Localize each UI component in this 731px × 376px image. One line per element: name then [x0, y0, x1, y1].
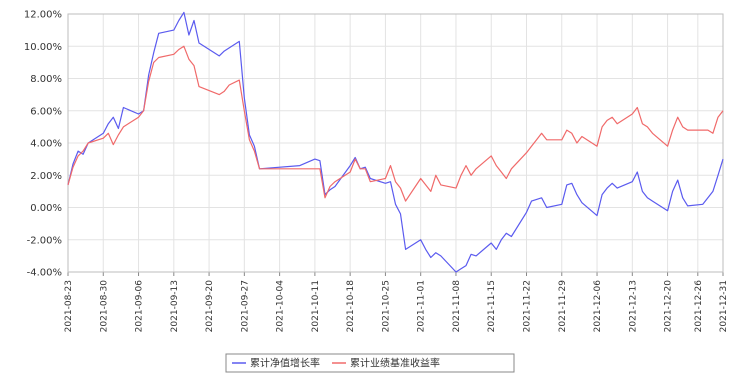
x-tick-label: 2021-12-06 [593, 280, 603, 333]
y-tick-label: -2.00% [27, 235, 62, 246]
legend-label: 累计业绩基准收益率 [350, 357, 440, 370]
x-tick-label: 2021-12-13 [628, 280, 638, 332]
x-tick-label: 2021-12-26 [694, 280, 704, 333]
x-tick-label: 2021-10-25 [381, 280, 391, 332]
legend-box [225, 353, 515, 373]
x-tick-label: 2021-08-23 [64, 280, 74, 332]
x-tick-labels: 2021-08-23 2021-08-30 2021-09-06 2021-09-13… [64, 280, 729, 333]
y-tick-labels: 12.00% 10.00% 8.00% 6.00% 4.00% 2.00% 0.00% -2.… [24, 10, 62, 279]
x-tick-label: 2021-12-20 [664, 280, 674, 333]
plot-frame [67, 13, 724, 273]
series-line-nav-growth [67, 11, 724, 273]
x-tick-label: 2021-10-04 [276, 280, 286, 333]
y-tick-label: 8.00% [30, 74, 62, 85]
gridlines [67, 13, 724, 273]
legend-label: 累计净值增长率 [250, 357, 320, 370]
legend: 累计净值增长率 累计业绩基准收益率 [225, 353, 515, 373]
x-tick-label: 2021-10-11 [311, 280, 321, 332]
x-tick-label: 2021-08-30 [99, 280, 109, 333]
x-tick-label: 2021-09-20 [205, 280, 215, 333]
axes [67, 13, 724, 276]
y-tick-label: 6.00% [30, 106, 62, 117]
x-tick-label: 2021-12-31 [719, 280, 729, 332]
y-tick-label: -4.00% [27, 268, 62, 279]
y-tick-label: 12.00% [24, 10, 62, 21]
x-tick-label: 2021-11-08 [452, 280, 462, 333]
x-tick-label: 2021-09-06 [135, 280, 145, 333]
x-tick-label: 2021-11-22 [523, 280, 533, 332]
series-lines [67, 11, 724, 273]
x-tick-label: 2021-11-01 [417, 280, 427, 332]
series-line-benchmark-return [67, 45, 724, 202]
x-tick-label: 2021-11-15 [487, 280, 497, 332]
x-tick-label: 2021-09-27 [240, 280, 250, 332]
x-tick-label: 2021-11-29 [558, 280, 568, 333]
x-tick-label: 2021-09-13 [170, 280, 180, 332]
y-tick-label: 0.00% [30, 203, 62, 214]
y-tick-label: 4.00% [30, 139, 62, 150]
y-tick-label: 2.00% [30, 171, 62, 182]
y-tick-label: 10.00% [24, 42, 62, 53]
x-tick-label: 2021-10-18 [346, 280, 356, 333]
